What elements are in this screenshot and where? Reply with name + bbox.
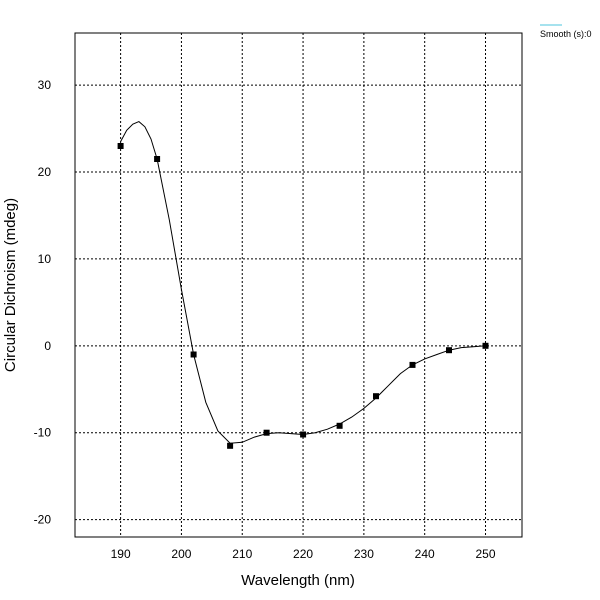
x-axis-title: Wavelength (nm) bbox=[241, 572, 355, 589]
data-point-marker bbox=[190, 351, 197, 358]
legend-label: Smooth (s):0 bbox=[540, 29, 592, 39]
data-markers bbox=[117, 143, 489, 449]
x-tick-labels: 190 200 210 220 230 240 250 bbox=[111, 547, 496, 561]
data-point-marker bbox=[227, 442, 234, 449]
data-point-marker bbox=[300, 431, 307, 438]
x-tick-label: 210 bbox=[232, 547, 252, 561]
y-tick-label: 0 bbox=[44, 339, 51, 353]
y-tick-label: -10 bbox=[34, 426, 52, 440]
y-tick-label: 10 bbox=[38, 252, 52, 266]
data-point-marker bbox=[409, 361, 416, 368]
x-tick-label: 200 bbox=[171, 547, 191, 561]
data-point-marker bbox=[263, 429, 270, 436]
y-tick-label: 20 bbox=[38, 165, 52, 179]
y-tick-label: 30 bbox=[38, 78, 52, 92]
data-point-marker bbox=[154, 156, 161, 162]
x-tick-label: 250 bbox=[475, 547, 495, 561]
plot-area bbox=[74, 32, 523, 538]
cd-curve bbox=[120, 121, 486, 444]
data-point-marker bbox=[336, 422, 343, 429]
data-point-marker bbox=[373, 393, 379, 400]
y-axis-title: Circular Dichroism (mdeg) bbox=[2, 198, 19, 372]
data-point-marker bbox=[482, 342, 489, 349]
data-point-marker bbox=[117, 143, 124, 149]
legend: Smooth (s):0 bbox=[540, 24, 592, 39]
x-tick-label: 240 bbox=[415, 547, 435, 561]
y-tick-label: -20 bbox=[34, 513, 52, 527]
grid-lines bbox=[75, 33, 522, 537]
data-point-marker bbox=[446, 347, 452, 354]
x-tick-label: 190 bbox=[111, 547, 131, 561]
x-tick-label: 230 bbox=[354, 547, 374, 561]
x-tick-label: 220 bbox=[293, 547, 313, 561]
y-tick-labels: -20 -10 0 10 20 30 bbox=[34, 78, 52, 526]
